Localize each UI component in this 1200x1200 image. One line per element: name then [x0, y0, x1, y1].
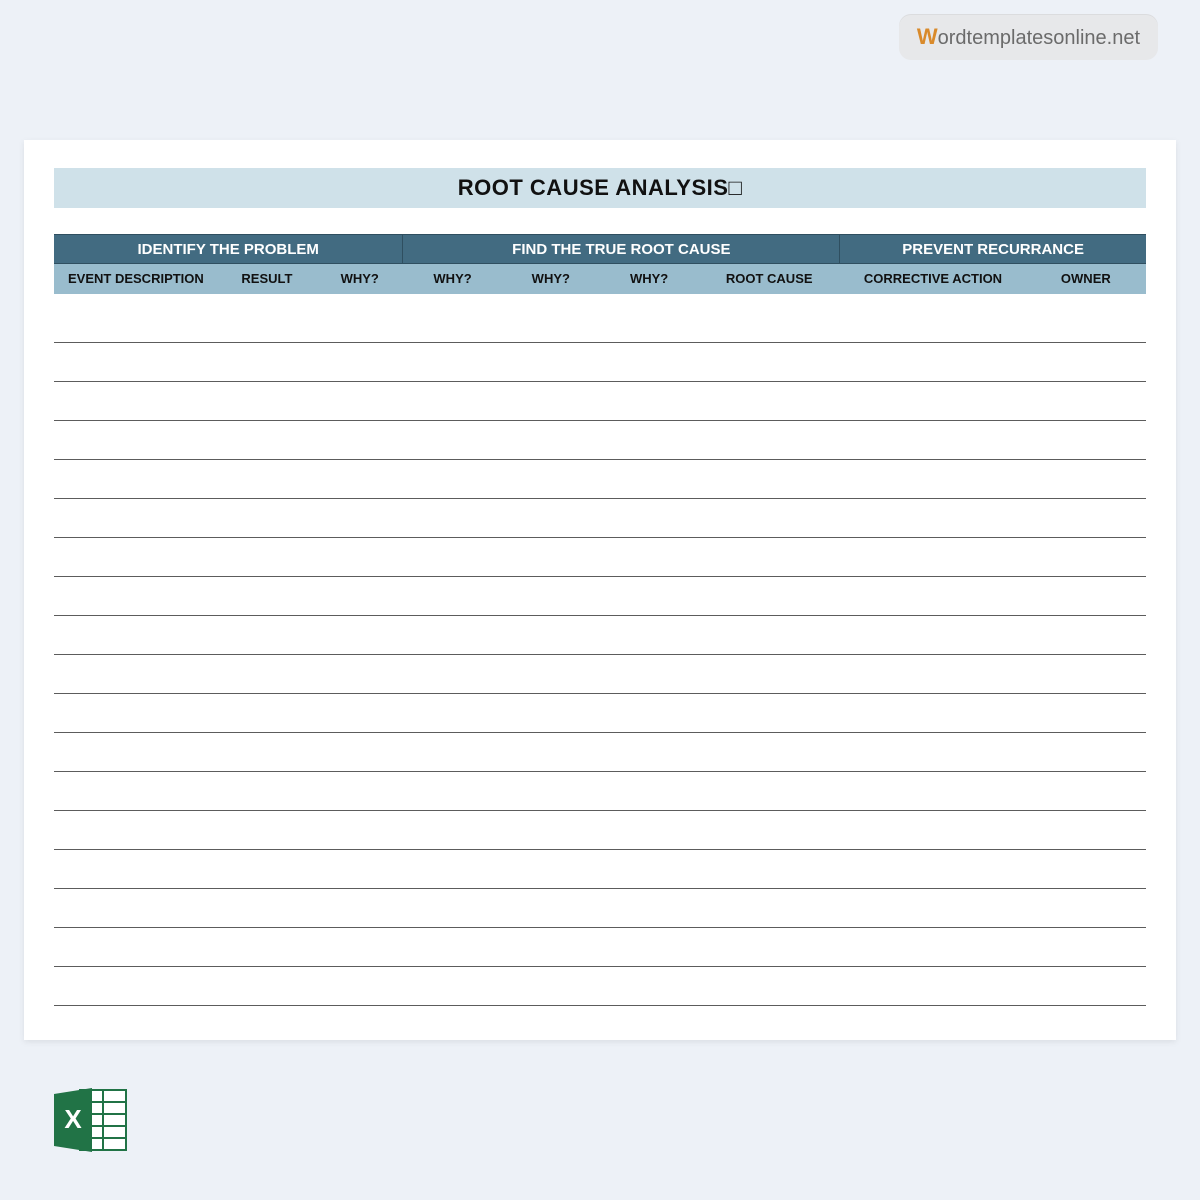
title-suffix-glyph: □ — [728, 175, 742, 200]
table-row — [54, 499, 1146, 538]
table-row — [54, 733, 1146, 772]
table-row — [54, 343, 1146, 382]
table-row — [54, 655, 1146, 694]
table-row — [54, 421, 1146, 460]
column-header-row: EVENT DESCRIPTIONRESULTWHY?WHY?WHY?WHY?R… — [54, 264, 1146, 294]
data-rows-container — [54, 304, 1146, 1006]
table-row — [54, 304, 1146, 343]
title-bar: ROOT CAUSE ANALYSIS□ — [54, 168, 1146, 208]
column-header-3: WHY? — [403, 264, 501, 294]
table-row — [54, 889, 1146, 928]
section-header-2: PREVENT RECURRANCE — [840, 235, 1146, 263]
section-header-1: FIND THE TRUE ROOT CAUSE — [403, 235, 840, 263]
section-header-0: IDENTIFY THE PROBLEM — [54, 235, 403, 263]
table-row — [54, 694, 1146, 733]
column-header-6: ROOT CAUSE — [698, 264, 840, 294]
column-header-5: WHY? — [600, 264, 698, 294]
watermark-first-letter: W — [917, 24, 938, 49]
svg-text:X: X — [64, 1104, 82, 1134]
table-row — [54, 460, 1146, 499]
title-text: ROOT CAUSE ANALYSIS — [458, 175, 729, 200]
section-header-row: IDENTIFY THE PROBLEMFIND THE TRUE ROOT C… — [54, 234, 1146, 264]
table-row — [54, 577, 1146, 616]
column-header-7: CORRECTIVE ACTION — [840, 264, 1026, 294]
table-row — [54, 811, 1146, 850]
column-header-8: OWNER — [1026, 264, 1146, 294]
template-sheet: ROOT CAUSE ANALYSIS□ IDENTIFY THE PROBLE… — [24, 140, 1176, 1040]
excel-icon: X — [52, 1084, 130, 1156]
table-row — [54, 382, 1146, 421]
table-row — [54, 928, 1146, 967]
watermark-rest: ordtemplatesonline.net — [938, 27, 1140, 49]
table-row — [54, 850, 1146, 889]
watermark-badge: Wordtemplatesonline.net — [899, 14, 1158, 60]
table-row — [54, 967, 1146, 1006]
column-header-2: WHY? — [316, 264, 403, 294]
column-header-0: EVENT DESCRIPTION — [54, 264, 218, 294]
table-row — [54, 772, 1146, 811]
table-row — [54, 538, 1146, 577]
column-header-1: RESULT — [218, 264, 316, 294]
column-header-4: WHY? — [502, 264, 600, 294]
table-row — [54, 616, 1146, 655]
